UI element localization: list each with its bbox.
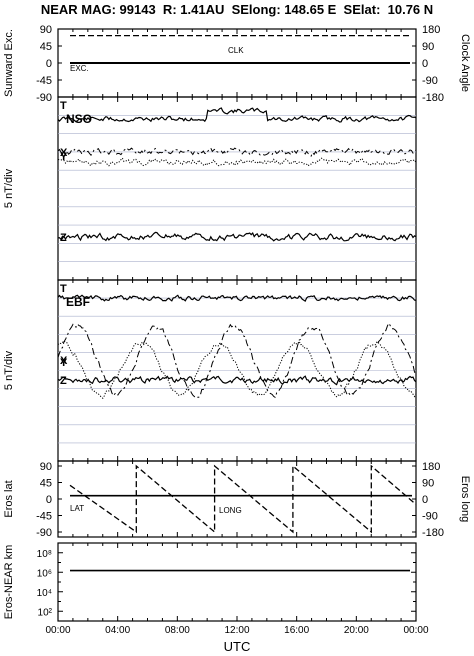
y-tick-label: 0 — [46, 58, 52, 70]
y-tick-label: 10² — [38, 607, 53, 618]
x-tick-label: 20:00 — [344, 625, 369, 636]
series-label-t: T — [60, 283, 67, 295]
series-label-z: Z — [60, 232, 67, 244]
y-tick-label: 10⁸ — [37, 549, 52, 560]
x-tick-label: 00:00 — [403, 625, 428, 636]
y-axis-label-right: Clock Angle — [459, 34, 471, 92]
eros-long-line — [69, 464, 417, 534]
y-tick-label-right: 180 — [422, 461, 440, 473]
series-t-nso — [57, 107, 417, 123]
y-tick-label: 90 — [40, 461, 52, 473]
y-tick-label: 10⁴ — [37, 588, 52, 599]
y-axis-label: 5 nT/div — [3, 168, 15, 208]
y-tick-label-right: -90 — [422, 75, 438, 87]
x-tick-label: 12:00 — [224, 625, 249, 636]
series-y-ebf — [57, 339, 417, 399]
y-axis-label: Eros-NEAR km — [3, 545, 15, 620]
x-tick-label: 08:00 — [165, 625, 190, 636]
y-tick-label: 10⁶ — [37, 568, 52, 579]
series-y-nso — [57, 157, 417, 167]
series-label-t: T — [60, 100, 67, 112]
x-tick-label: 04:00 — [105, 625, 130, 636]
series-x-ebf — [57, 322, 417, 399]
y-tick-label-right: 90 — [422, 478, 434, 490]
y-tick-label-right: -90 — [422, 511, 438, 523]
panel-distance-frame — [57, 542, 417, 622]
y-tick-label: 45 — [40, 41, 52, 53]
y-tick-label: 90 — [40, 24, 52, 36]
y-tick-label: -45 — [36, 75, 52, 87]
x-axis-label: UTC — [224, 639, 251, 654]
y-tick-label: 0 — [46, 494, 52, 506]
y-tick-label: -90 — [36, 527, 52, 539]
y-tick-label-right: 180 — [422, 24, 440, 36]
y-tick-label: -45 — [36, 511, 52, 523]
y-tick-label-right: 0 — [422, 494, 428, 506]
exc-label: EXC. — [70, 64, 89, 73]
lat-label: LAT — [70, 504, 84, 513]
page-title: NEAR MAG: 99143 R: 1.41AU SElong: 148.65… — [40, 2, 434, 17]
y-tick-label-right: -180 — [422, 527, 444, 539]
y-tick-label: 45 — [40, 478, 52, 490]
y-tick-label-right: -180 — [422, 92, 444, 104]
y-axis-label: 5 nT/div — [3, 350, 15, 390]
y-axis-label: Sunward Exc. — [3, 29, 15, 97]
panel-eros-frame — [57, 460, 417, 538]
clk-label: CLK — [228, 46, 244, 55]
series-label-x: X — [60, 147, 68, 159]
y-axis-label: Eros lat — [3, 480, 15, 517]
series-label-x: X — [60, 355, 68, 367]
y-tick-label: -90 — [36, 92, 52, 104]
series-x-nso — [57, 147, 417, 157]
series-z-nso — [57, 231, 417, 242]
y-tick-label-right: 90 — [422, 41, 434, 53]
x-tick-label: 00:00 — [45, 625, 70, 636]
series-label-z: Z — [60, 375, 67, 387]
series-label-y: Y — [60, 151, 68, 163]
y-tick-label-right: 0 — [422, 58, 428, 70]
y-axis-label-right: Eros long — [459, 476, 471, 522]
long-label: LONG — [219, 506, 242, 515]
series-z-ebf — [57, 375, 417, 386]
series-t-ebf — [57, 294, 417, 302]
series-label-y: Y — [60, 357, 68, 369]
x-tick-label: 16:00 — [284, 625, 309, 636]
